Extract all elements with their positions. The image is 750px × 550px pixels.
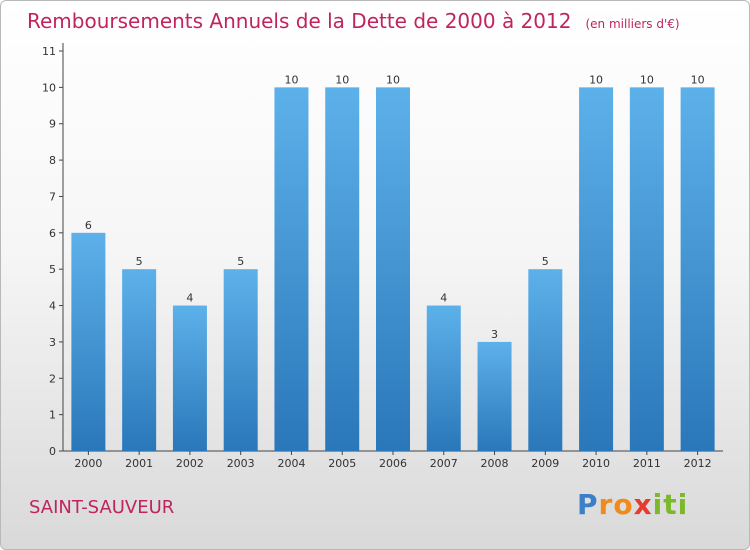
x-tick-label: 2009 — [531, 457, 559, 470]
logo-letter: x — [633, 488, 653, 521]
bar — [71, 232, 106, 451]
data-label: 10 — [284, 73, 298, 86]
data-label: 4 — [186, 292, 193, 305]
y-tick-label: 2 — [49, 372, 56, 385]
bar — [629, 87, 664, 451]
x-tick-label: 2000 — [74, 457, 102, 470]
x-tick-label: 2005 — [328, 457, 356, 470]
logo-letter: o — [613, 488, 634, 521]
bar — [274, 87, 309, 451]
town-name: SAINT-SAUVEUR — [29, 497, 175, 518]
data-label: 10 — [589, 73, 603, 86]
y-tick-label: 8 — [49, 154, 56, 167]
x-tick-label: 2003 — [227, 457, 255, 470]
logo-letter: r — [598, 488, 614, 521]
x-tick-label: 2011 — [633, 457, 661, 470]
data-label: 6 — [85, 219, 92, 232]
chart-title-text: Remboursements Annuels de la Dette de 20… — [27, 9, 572, 33]
data-label: 10 — [386, 73, 400, 86]
y-tick-label: 9 — [49, 118, 56, 131]
logo-letter: t — [663, 488, 678, 521]
data-label: 10 — [335, 73, 349, 86]
x-tick-label: 2008 — [481, 457, 509, 470]
bar — [122, 269, 157, 451]
bar — [528, 269, 563, 451]
y-tick-label: 3 — [49, 336, 56, 349]
y-tick-label: 0 — [49, 445, 56, 458]
bar — [223, 269, 258, 451]
data-label: 10 — [691, 73, 705, 86]
y-tick-label: 1 — [49, 409, 56, 422]
data-label: 3 — [491, 328, 498, 341]
x-tick-label: 2006 — [379, 457, 407, 470]
bar — [172, 305, 207, 451]
y-tick-label: 10 — [42, 81, 56, 94]
data-label: 5 — [136, 255, 143, 268]
chart-subtitle: (en milliers d'€) — [585, 17, 680, 31]
x-tick-label: 2001 — [125, 457, 153, 470]
bar — [325, 87, 360, 451]
y-tick-label: 4 — [49, 300, 56, 313]
chart-title: Remboursements Annuels de la Dette de 20… — [27, 9, 680, 33]
x-tick-label: 2010 — [582, 457, 610, 470]
logo-letter: P — [577, 488, 599, 521]
bar — [426, 305, 461, 451]
x-tick-label: 2012 — [684, 457, 712, 470]
data-label: 5 — [237, 255, 244, 268]
data-label: 5 — [542, 255, 549, 268]
data-label: 4 — [440, 292, 447, 305]
bar — [477, 341, 512, 451]
y-tick-label: 5 — [49, 263, 56, 276]
x-tick-label: 2007 — [430, 457, 458, 470]
x-tick-label: 2002 — [176, 457, 204, 470]
bar — [376, 87, 410, 451]
logo-letter: i — [677, 488, 689, 521]
y-tick-label: 11 — [42, 45, 56, 58]
bar — [579, 87, 614, 451]
bar — [680, 87, 715, 451]
data-label: 10 — [640, 73, 654, 86]
logo-letter: i — [652, 488, 664, 521]
y-tick-label: 6 — [49, 227, 56, 240]
y-tick-label: 7 — [49, 190, 56, 203]
proxiti-logo: Proxiti — [577, 488, 688, 521]
x-tick-label: 2004 — [277, 457, 305, 470]
